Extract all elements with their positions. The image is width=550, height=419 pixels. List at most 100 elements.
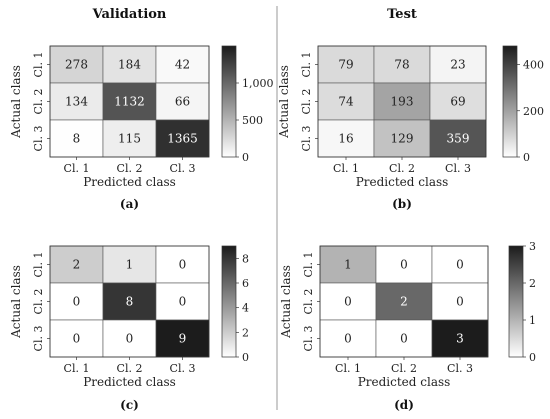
matrix-cell (155, 119, 210, 158)
matrix-cell (102, 245, 157, 284)
x-axis-label: Predicted class (83, 375, 176, 389)
matrix-cell (375, 245, 433, 284)
colorbar-tick-label: 1 (529, 314, 536, 327)
cell-value: 74 (338, 95, 354, 109)
colorbar-tick-label: 400 (523, 59, 544, 72)
cell-value: 78 (394, 58, 409, 72)
matrix-cell (373, 82, 431, 121)
cell-value: 1 (126, 258, 134, 272)
colorbar-tick-label: 6 (242, 277, 249, 290)
cell-value: 359 (447, 132, 470, 146)
y-tick-label: Cl. 3 (32, 126, 45, 152)
cell-value: 0 (73, 332, 81, 346)
y-axis-label: Actual class (277, 65, 291, 139)
x-tick-label: Cl. 3 (447, 362, 473, 375)
matrix-cell (429, 82, 487, 121)
cell-value: 134 (65, 95, 88, 109)
cell-value: 0 (73, 295, 81, 309)
matrix-cell (431, 282, 489, 321)
panel-caption: (d) (394, 398, 414, 412)
colorbar-tick-label: 0 (242, 351, 249, 364)
y-tick-label: Cl. 1 (300, 52, 313, 78)
colorbar-tick-label: 200 (523, 105, 544, 118)
cell-value: 8 (73, 132, 81, 146)
y-tick-label: Cl. 2 (300, 89, 313, 115)
cell-value: 278 (65, 58, 88, 72)
colorbar-tick-label: 0 (523, 151, 530, 164)
cell-value: 0 (126, 332, 134, 346)
matrix-cell (102, 319, 157, 358)
matrix-cell (49, 282, 104, 321)
matrix-cell (317, 45, 375, 84)
cell-value: 184 (118, 58, 141, 72)
cell-value: 3 (456, 332, 464, 346)
matrix-cell (155, 82, 210, 121)
y-tick-label: Cl. 3 (300, 126, 313, 152)
colorbar-tick-label: 4 (242, 302, 249, 315)
y-axis-label: Actual class (279, 265, 293, 339)
cell-value: 115 (118, 132, 141, 146)
y-tick-label: Cl. 1 (32, 252, 45, 278)
matrix-cell (429, 119, 487, 158)
matrix-cell (102, 45, 157, 84)
cell-value: 16 (338, 132, 353, 146)
cell-value: 0 (344, 295, 352, 309)
matrix-cell (102, 282, 157, 321)
cell-value: 0 (400, 258, 408, 272)
colorbar-tick-label: 2 (242, 326, 249, 339)
matrix-cell (155, 282, 210, 321)
y-axis-label: Actual class (9, 265, 23, 339)
colorbar-tick-label: 3 (529, 240, 536, 253)
colorbar-tick-label: 0 (242, 151, 249, 164)
matrix-cell (102, 119, 157, 158)
panel-a: Validation 278 184 42 134 1132 66 8 115 1365 Cl. 1… (9, 7, 274, 211)
panel-d: 1 0 00 2 00 0 3Cl. 1 Cl. 2 Cl. 3Cl. 1Cl. 2Cl. 3P… (279, 240, 536, 412)
cell-value: 0 (456, 295, 464, 309)
cell-value: 0 (179, 258, 187, 272)
colorbar-tick-label: 500 (242, 114, 263, 127)
cell-value: 69 (450, 95, 465, 109)
colorbar (221, 245, 237, 358)
y-tick-label: Cl. 3 (302, 326, 315, 352)
colorbar-tick-label: 1,000 (242, 77, 274, 90)
panel-title: Validation (92, 7, 167, 22)
x-axis-label: Predicted class (83, 175, 176, 189)
cell-value: 0 (456, 258, 464, 272)
y-tick-label: Cl. 3 (32, 326, 45, 352)
x-axis-label: Predicted class (358, 375, 451, 389)
cell-value: 0 (179, 295, 187, 309)
cell-value: 129 (391, 132, 414, 146)
cell-value: 42 (175, 58, 190, 72)
cell-value: 2 (73, 258, 81, 272)
cell-value: 1 (344, 258, 352, 272)
panel-caption: (b) (392, 197, 412, 211)
panel-b: Test 79 78 23 74 193 69 16 129 359 Cl. 1 Cl. 2 Cl. 3… (277, 7, 544, 211)
x-tick-label: Cl. 3 (170, 162, 196, 175)
matrix-cell (375, 282, 433, 321)
x-tick-label: Cl. 2 (117, 162, 143, 175)
colorbar (508, 245, 524, 358)
x-tick-label: Cl. 1 (64, 362, 90, 375)
x-tick-label: Cl. 3 (170, 362, 196, 375)
cell-value: 79 (338, 58, 353, 72)
cell-value: 66 (175, 95, 190, 109)
x-tick-label: Cl. 3 (445, 162, 471, 175)
colorbar-tick-label: 0 (529, 351, 536, 364)
y-tick-label: Cl. 2 (32, 289, 45, 315)
x-tick-label: Cl. 1 (335, 362, 361, 375)
matrix-cell (373, 45, 431, 84)
colorbar-tick-label: 8 (242, 252, 249, 265)
cell-value: 0 (344, 332, 352, 346)
colorbar (221, 45, 237, 158)
matrix-cell (319, 245, 377, 284)
x-tick-label: Cl. 2 (391, 362, 417, 375)
panel-caption: (c) (120, 398, 139, 412)
cell-value: 1365 (167, 132, 198, 146)
x-tick-label: Cl. 2 (389, 162, 415, 175)
panel-caption: (a) (120, 197, 139, 211)
y-tick-label: Cl. 1 (32, 52, 45, 78)
cell-value: 9 (179, 332, 187, 346)
y-tick-label: Cl. 2 (302, 289, 315, 315)
x-tick-label: Cl. 2 (117, 362, 143, 375)
